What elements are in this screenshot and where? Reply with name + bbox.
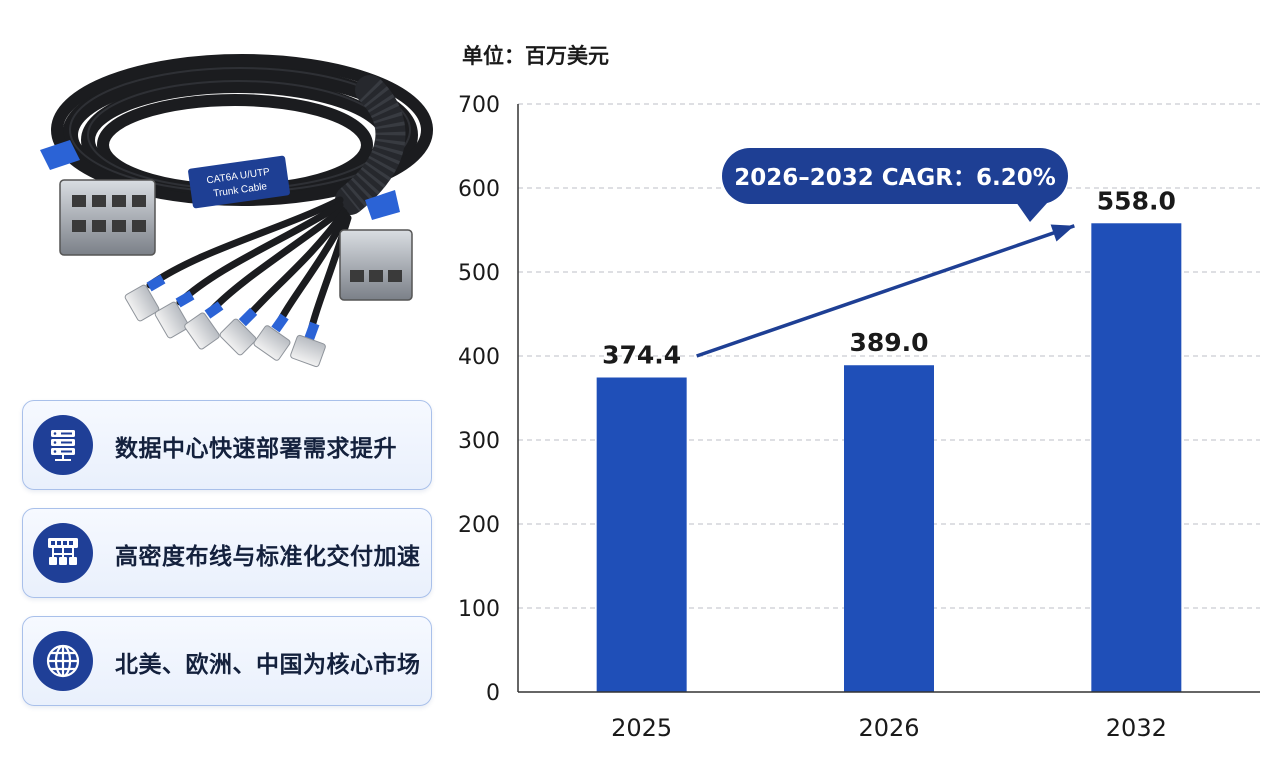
value-labels: 374.4 389.0 558.0 xyxy=(602,186,1176,369)
y-tick-label: 100 xyxy=(458,597,500,622)
cagr-annotation: 2026–2032 CAGR：6.20% xyxy=(696,148,1075,358)
feature-card-datacenter: 数据中心快速部署需求提升 xyxy=(22,400,432,490)
y-tick-label: 600 xyxy=(458,177,500,202)
y-tick-label: 500 xyxy=(458,261,500,286)
cagr-text: 2026–2032 CAGR：6.20% xyxy=(734,165,1056,191)
cagr-arrow xyxy=(696,224,1075,358)
feature-card-markets: 北美、欧洲、中国为核心市场 xyxy=(22,616,432,706)
x-tick-label-2025: 2025 xyxy=(611,714,672,742)
x-tick-label-2032: 2032 xyxy=(1106,714,1167,742)
y-tick-label: 700 xyxy=(458,93,500,118)
feature-card-cabling: 高密度布线与标准化交付加速 xyxy=(22,508,432,598)
network-icon xyxy=(33,523,93,583)
y-tick-label: 300 xyxy=(458,429,500,454)
bar-2025 xyxy=(596,377,687,692)
value-label-2032: 558.0 xyxy=(1097,186,1176,215)
y-tick-label: 0 xyxy=(486,681,500,706)
unit-label: 单位：百万美元 xyxy=(462,44,609,68)
bar-2032 xyxy=(1091,223,1182,692)
y-axis: 0 100 200 300 400 500 600 700 xyxy=(458,93,519,706)
feature-text: 高密度布线与标准化交付加速 xyxy=(115,544,421,570)
value-label-2026: 389.0 xyxy=(849,328,928,357)
cagr-arrowhead xyxy=(1050,224,1075,242)
x-tick-label-2026: 2026 xyxy=(858,714,919,742)
cagr-callout xyxy=(722,148,1068,204)
cagr-callout-tail xyxy=(1016,202,1048,222)
bars xyxy=(596,223,1182,692)
bar-chart: 0 100 200 300 400 500 600 700 374.4 389.0 558.0 2… xyxy=(458,93,1260,742)
feature-text: 北美、欧洲、中国为核心市场 xyxy=(115,652,421,678)
value-label-2025: 374.4 xyxy=(602,341,681,370)
server-icon xyxy=(33,415,93,475)
y-tick-label: 400 xyxy=(458,345,500,370)
y-tick-label: 200 xyxy=(458,513,500,538)
trunk-cable-image: CAT6A U/UTP Trunk Cable xyxy=(40,54,433,368)
x-axis: 2025 2026 2032 xyxy=(518,691,1260,742)
globe-icon xyxy=(33,631,93,691)
feature-text: 数据中心快速部署需求提升 xyxy=(115,436,397,462)
bar-2026 xyxy=(844,365,934,692)
